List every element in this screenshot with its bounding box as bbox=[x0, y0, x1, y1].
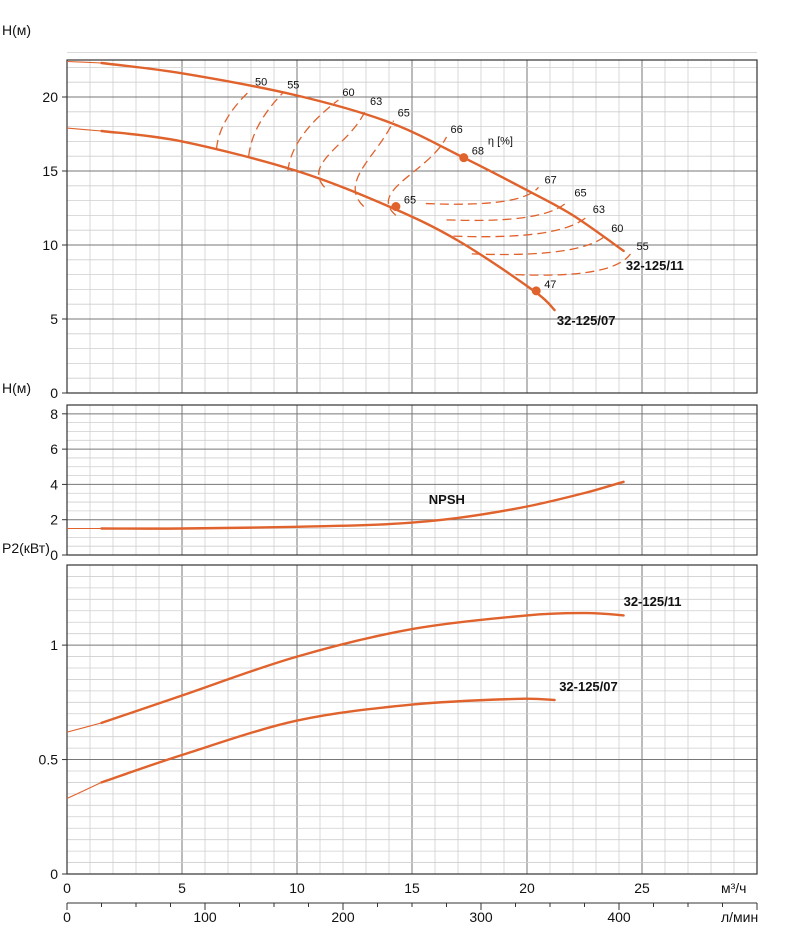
efficiency-label: 60 bbox=[342, 87, 354, 99]
y-tick-label: 5 bbox=[50, 311, 58, 327]
efficiency-label: 63 bbox=[370, 96, 382, 108]
x2-tick-label: 200 bbox=[331, 909, 355, 925]
best-efficiency-point bbox=[391, 202, 401, 212]
x-tick-label: 20 bbox=[519, 880, 535, 896]
series-line-npsh bbox=[100, 480, 625, 530]
efficiency-curve bbox=[425, 186, 540, 205]
point-label: 65 bbox=[404, 195, 416, 207]
y-tick-label: 2 bbox=[50, 512, 58, 528]
y-tick-label: 10 bbox=[42, 237, 58, 253]
point-label: 68 bbox=[472, 146, 484, 158]
efficiency-label: 66 bbox=[451, 124, 463, 136]
series-line-32-125-11 bbox=[100, 61, 625, 253]
panel-frame bbox=[66, 404, 758, 556]
efficiency-label: 55 bbox=[637, 241, 649, 253]
y-tick-label: 8 bbox=[50, 406, 58, 422]
efficiency-curve bbox=[387, 136, 448, 216]
x-axes: 0 5 10 15 20 25 м³/ч 0 100 200 300 400 л/мин bbox=[63, 880, 758, 925]
best-efficiency-point bbox=[531, 286, 541, 296]
series-line-32-125-07 bbox=[100, 697, 556, 784]
efficiency-curve bbox=[515, 253, 632, 276]
efficiency-curve bbox=[248, 92, 284, 157]
x2-tick-label: 0 bbox=[63, 909, 71, 925]
efficiency-label: 67 bbox=[545, 174, 557, 186]
npsh-panel: 0 2 4 6 8 H(м) NPSH bbox=[2, 380, 758, 563]
efficiency-label: 55 bbox=[287, 80, 299, 92]
efficiency-curve bbox=[471, 235, 606, 256]
x2-tick-label: 400 bbox=[607, 909, 631, 925]
efficiency-curve bbox=[446, 200, 569, 222]
series-label: 32-125/07 bbox=[557, 313, 616, 328]
x-tick-label: 10 bbox=[289, 880, 305, 896]
series-start-line bbox=[66, 60, 102, 64]
series-start-line bbox=[66, 722, 102, 733]
y-tick-label: 0 bbox=[50, 385, 58, 401]
efficiency-curve bbox=[287, 99, 339, 172]
y-tick-label: 20 bbox=[42, 89, 58, 105]
efficiency-axis-label: η [%] bbox=[488, 135, 513, 147]
efficiency-curve bbox=[354, 120, 395, 207]
y-tick-label: 0 bbox=[50, 866, 58, 882]
series-start-line bbox=[66, 781, 102, 799]
efficiency-label: 65 bbox=[398, 108, 410, 120]
efficiency-curve bbox=[215, 89, 252, 149]
y-axis-label: P2(кВт) bbox=[2, 540, 50, 556]
efficiency-label: 60 bbox=[611, 223, 623, 235]
x2-axis-label: л/мин bbox=[721, 909, 758, 925]
y-axis-label: H(м) bbox=[2, 380, 31, 396]
y-tick-label: 0.5 bbox=[39, 752, 59, 768]
x-axis-label: м³/ч bbox=[721, 880, 746, 896]
series-line-32-125-07 bbox=[100, 129, 556, 312]
point-label: 47 bbox=[544, 279, 556, 291]
series-label: 32-125/11 bbox=[624, 594, 682, 609]
panel-frame bbox=[66, 59, 758, 394]
y-tick-label: 0 bbox=[50, 547, 58, 563]
best-efficiency-point bbox=[459, 153, 469, 163]
y-tick-label: 1 bbox=[50, 637, 58, 653]
series-label: 32-125/07 bbox=[559, 679, 618, 694]
series-label: 32-125/11 bbox=[626, 258, 684, 273]
series-label: NPSH bbox=[429, 492, 465, 507]
efficiency-label: 50 bbox=[255, 77, 267, 89]
efficiency-label: 65 bbox=[574, 188, 586, 200]
head-panel: 0 5 10 15 20 H(м) 50 55 60 63 65 66 67 65 63 60 55 η [%] 6… bbox=[2, 22, 758, 401]
efficiency-label: 63 bbox=[593, 204, 605, 216]
power-panel: 0 0.5 1 P2(кВт) 32-125/11 32-125/07 bbox=[2, 540, 758, 882]
y-tick-label: 6 bbox=[50, 441, 58, 457]
x-tick-label: 25 bbox=[634, 880, 650, 896]
x-tick-label: 5 bbox=[178, 880, 186, 896]
y-tick-label: 15 bbox=[42, 163, 58, 179]
x2-tick-label: 300 bbox=[469, 909, 493, 925]
series-start-line bbox=[66, 127, 102, 132]
x-tick-label: 0 bbox=[63, 880, 71, 896]
y-tick-label: 4 bbox=[50, 476, 58, 492]
x-tick-label: 15 bbox=[404, 880, 420, 896]
series-line-32-125-11 bbox=[100, 611, 625, 725]
x2-tick-label: 100 bbox=[193, 909, 217, 925]
y-axis-label: H(м) bbox=[2, 22, 31, 38]
efficiency-curve bbox=[453, 216, 588, 238]
panel-frame bbox=[66, 564, 758, 875]
